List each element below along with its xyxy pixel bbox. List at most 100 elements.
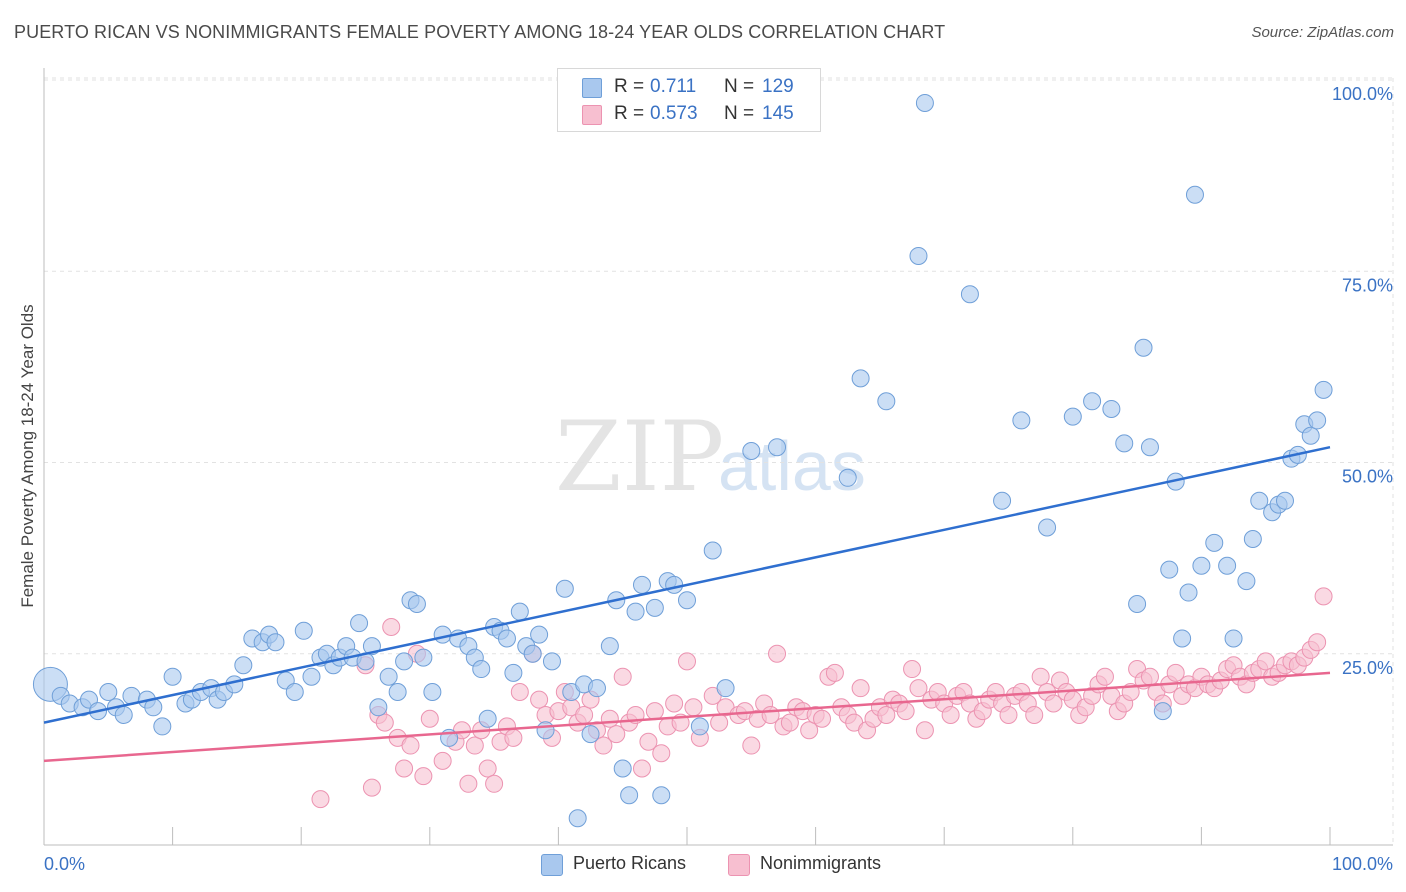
y-tick-label: 25.0% bbox=[1342, 658, 1393, 678]
nonimmigrant-point bbox=[768, 644, 787, 663]
puerto-rican-point bbox=[1185, 185, 1204, 204]
puerto-rican-point bbox=[369, 698, 388, 717]
nonimmigrant-point bbox=[665, 694, 684, 713]
puerto-rican-point bbox=[620, 786, 639, 805]
puerto-rican-point bbox=[1038, 518, 1057, 537]
nonimmigrant-point bbox=[414, 767, 433, 786]
puerto-rican-point bbox=[302, 667, 321, 686]
bottom-legend-label: Nonimmigrants bbox=[760, 853, 882, 873]
y-tick-label: 75.0% bbox=[1342, 275, 1393, 295]
puerto-rican-point bbox=[632, 575, 651, 594]
puerto-rican-point bbox=[555, 579, 574, 598]
nonimmigrant-point bbox=[1025, 705, 1044, 724]
puerto-rican-point bbox=[234, 656, 253, 675]
puerto-rican-point bbox=[1224, 629, 1243, 648]
puerto-rican-point bbox=[1218, 556, 1237, 575]
puerto-rican-point bbox=[652, 786, 671, 805]
nonimmigrant-point bbox=[600, 709, 619, 728]
legend-r-label: R = bbox=[614, 103, 645, 124]
nonimmigrant-point bbox=[825, 663, 844, 682]
puerto-rican-point bbox=[703, 541, 722, 560]
puerto-rican-point bbox=[153, 717, 172, 736]
puerto-rican-point bbox=[536, 721, 555, 740]
puerto-rican-point bbox=[851, 369, 870, 388]
nonimmigrant-point bbox=[684, 698, 703, 717]
x-tick-label-min: 0.0% bbox=[44, 854, 85, 874]
nonimmigrant-point bbox=[311, 790, 330, 809]
puerto-rican-point bbox=[1192, 556, 1211, 575]
puerto-rican-point bbox=[1012, 411, 1031, 430]
puerto-rican-point bbox=[542, 652, 561, 671]
nonimmigrant-trend-line bbox=[43, 671, 1331, 763]
nonimmigrant-point bbox=[382, 617, 401, 636]
nonimmigrant-point bbox=[639, 732, 658, 751]
puerto-rican-point bbox=[645, 598, 664, 617]
puerto-rican-point bbox=[433, 625, 452, 644]
nonimmigrant-point bbox=[459, 774, 478, 793]
bottom-legend-swatch-blue bbox=[541, 854, 563, 876]
puerto-rican-point bbox=[678, 591, 696, 610]
puerto-rican-point bbox=[690, 717, 709, 736]
nonimmigrant-point bbox=[710, 713, 729, 732]
puerto-rican-point bbox=[1243, 530, 1262, 548]
puerto-rican-point bbox=[742, 442, 761, 461]
nonimmigrant-point bbox=[607, 725, 626, 744]
puerto-rican-point bbox=[716, 679, 735, 698]
puerto-rican-point bbox=[1083, 392, 1102, 411]
nonimmigrant-point bbox=[903, 660, 922, 679]
legend-n-label: N = bbox=[724, 76, 755, 97]
puerto-rican-point bbox=[388, 683, 407, 701]
puerto-rican-point bbox=[407, 595, 426, 614]
nonimmigrant-point bbox=[851, 679, 870, 698]
puerto-rican-point bbox=[1275, 491, 1294, 510]
puerto-rican-point bbox=[350, 614, 369, 633]
puerto-rican-point bbox=[163, 667, 182, 686]
nonimmigrant-point bbox=[742, 736, 761, 755]
puerto-rican-point bbox=[768, 438, 787, 457]
puerto-rican-point bbox=[1134, 338, 1153, 357]
nonimmigrant-point bbox=[1308, 633, 1327, 652]
puerto-rican-trend-line bbox=[43, 445, 1331, 724]
puerto-rican-point bbox=[838, 468, 857, 487]
puerto-rican-point bbox=[285, 683, 304, 701]
legend-swatch-pink bbox=[582, 105, 602, 125]
puerto-rican-point bbox=[478, 709, 497, 728]
puerto-rican-point bbox=[395, 652, 414, 671]
puerto-rican-point bbox=[1173, 629, 1192, 648]
nonimmigrant-point bbox=[1031, 667, 1050, 686]
puerto-rican-point bbox=[626, 602, 645, 621]
legend-row-nonimmigrants: R = 0.573 N = 145 bbox=[582, 103, 812, 127]
y-tick-label: 50.0% bbox=[1342, 467, 1393, 487]
bottom-legend-swatch-pink bbox=[728, 854, 750, 876]
legend-r-label: R = bbox=[614, 76, 645, 97]
puerto-rican-point bbox=[877, 392, 896, 411]
puerto-rican-point bbox=[1250, 491, 1269, 510]
puerto-rican-point bbox=[1128, 595, 1147, 614]
nonimmigrant-point bbox=[485, 774, 504, 793]
nonimmigrant-point bbox=[909, 679, 928, 698]
nonimmigrant-point bbox=[1095, 667, 1114, 686]
puerto-rican-point bbox=[915, 93, 934, 112]
puerto-rican-point bbox=[294, 621, 313, 640]
x-tick-label-max: 100.0% bbox=[1332, 854, 1393, 874]
nonimmigrant-point bbox=[652, 744, 671, 763]
puerto-rican-point bbox=[1153, 702, 1172, 721]
bottom-legend-puerto-ricans: Puerto Ricans bbox=[541, 852, 711, 878]
puerto-rican-point bbox=[600, 637, 619, 656]
nonimmigrant-point bbox=[1256, 652, 1275, 671]
puerto-rican-point bbox=[530, 625, 549, 644]
puerto-rican-point bbox=[504, 663, 523, 682]
legend-r-value: 0.711 bbox=[650, 76, 697, 97]
nonimmigrant-point bbox=[1140, 667, 1159, 686]
legend-n-value: 129 bbox=[762, 76, 794, 97]
nonimmigrant-point bbox=[941, 705, 960, 724]
bottom-legend-label: Puerto Ricans bbox=[573, 853, 687, 873]
nonimmigrant-point bbox=[800, 721, 819, 740]
chart-title: PUERTO RICAN VS NONIMMIGRANTS FEMALE POV… bbox=[14, 22, 946, 42]
puerto-rican-point bbox=[1160, 560, 1179, 579]
puerto-rican-point bbox=[523, 644, 542, 663]
nonimmigrant-point bbox=[401, 736, 420, 755]
puerto-rican-point bbox=[1237, 572, 1256, 591]
legend-r-value: 0.573 bbox=[650, 103, 698, 124]
